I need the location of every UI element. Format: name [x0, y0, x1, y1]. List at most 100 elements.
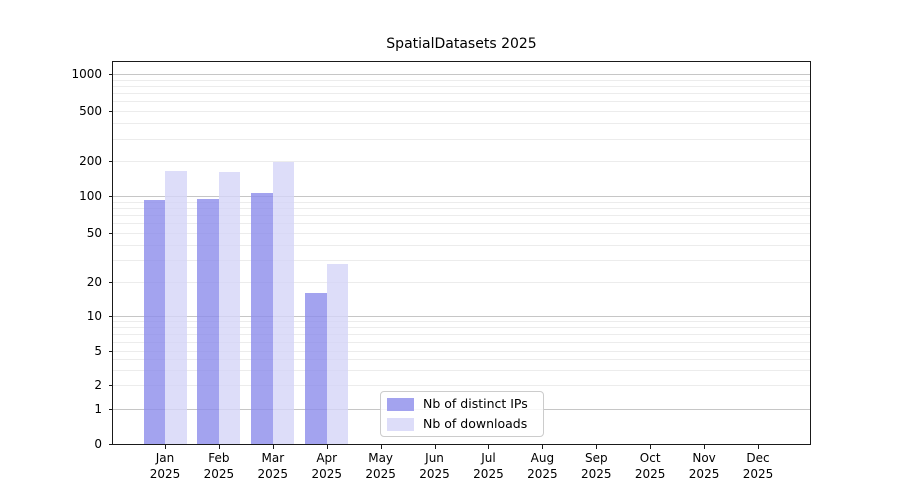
x-tick-label-line: Apr — [316, 451, 338, 465]
gridline-minor-700 — [113, 93, 810, 95]
gridline-minor-300 — [113, 138, 810, 140]
bar-downloads-feb-2025 — [218, 171, 241, 444]
bar-downloads-apr-2025 — [326, 263, 349, 444]
x-tick-label-line: 2025 — [742, 467, 774, 481]
x-tick-mark-jun-2025 — [434, 445, 436, 449]
y-tick-label-500: 500 — [79, 104, 102, 118]
y-tick-label-5: 5 — [94, 343, 102, 358]
y-tick-label-200: 200 — [79, 154, 102, 168]
gridline-minor-400 — [113, 123, 810, 125]
x-tick-mark-jan-2025 — [165, 445, 166, 449]
legend-item-downloads: Nb of downloads — [387, 417, 535, 431]
gridline-minor-40 — [113, 245, 810, 247]
x-tick-label-line: Feb — [208, 451, 230, 465]
x-tick-label-sep-2025: Sep 2025 — [564, 450, 628, 482]
gridline-minor-9 — [113, 321, 810, 323]
y-tick-mark-50 — [109, 233, 113, 235]
y-tick-mark-1 — [109, 408, 113, 410]
y-tick-mark-100 — [109, 196, 113, 197]
x-tick-label-line: Jun — [425, 451, 444, 465]
gridline-minor-3 — [113, 369, 810, 371]
bar-downloads-jan-2025 — [165, 170, 187, 444]
bar-ips-apr-2025 — [305, 292, 327, 444]
x-tick-label-line: 2025 — [311, 467, 342, 481]
chart-title: SpatialDatasets 2025 — [386, 36, 537, 52]
gridline-minor-30 — [113, 260, 810, 262]
gridline-minor-900 — [113, 79, 810, 81]
y-tick-mark-2 — [109, 384, 113, 386]
gridline-minor-200 — [113, 161, 810, 162]
x-tick-label-line: 2025 — [419, 467, 450, 481]
x-tick-label-line: 2025 — [688, 467, 720, 481]
x-tick-label-feb-2025: Feb 2025 — [187, 450, 251, 482]
gridline-minor-60 — [113, 223, 810, 225]
bar-downloads-mar-2025 — [272, 162, 295, 444]
bar-ips-feb-2025 — [197, 198, 219, 444]
x-tick-label-line: Dec — [746, 451, 770, 465]
y-tick-label-0: 0 — [94, 437, 102, 451]
gridline-major-100 — [113, 196, 810, 197]
x-tick-label-oct-2025: Oct 2025 — [618, 450, 682, 482]
gridline-minor-2 — [113, 384, 810, 386]
bar-ips-jan-2025 — [143, 199, 165, 444]
y-tick-mark-0 — [109, 444, 113, 445]
legend: Nb of distinct IPs Nb of downloads — [380, 391, 544, 437]
x-tick-mark-dec-2025 — [758, 445, 759, 449]
x-tick-label-jul-2025: Jul 2025 — [456, 450, 520, 482]
x-tick-label-line: Oct — [639, 451, 661, 465]
x-tick-label-line: 2025 — [365, 467, 396, 481]
x-tick-label-line: Sep — [584, 451, 608, 465]
gridline-minor-4 — [113, 358, 810, 360]
y-tick-label-1: 1 — [94, 401, 102, 416]
y-tick-mark-500 — [109, 111, 113, 112]
x-tick-label-nov-2025: Nov 2025 — [672, 450, 736, 482]
x-tick-label-line: 2025 — [149, 467, 181, 481]
gridline-minor-70 — [113, 215, 810, 217]
x-tick-label-mar-2025: Mar 2025 — [241, 450, 305, 482]
x-tick-label-line: 2025 — [257, 467, 289, 481]
gridline-minor-20 — [113, 281, 810, 283]
x-tick-mark-may-2025 — [380, 445, 382, 449]
x-tick-label-line: Mar — [261, 451, 285, 465]
x-tick-label-may-2025: May 2025 — [349, 450, 413, 482]
x-tick-mark-feb-2025 — [218, 445, 220, 449]
gridline-minor-6 — [113, 341, 810, 343]
x-tick-label-line: Nov — [692, 451, 716, 465]
x-tick-label-jun-2025: Jun 2025 — [403, 450, 467, 482]
x-tick-mark-oct-2025 — [650, 445, 652, 449]
x-tick-mark-nov-2025 — [704, 445, 706, 449]
gridline-minor-7 — [113, 333, 810, 335]
bar-ips-mar-2025 — [251, 193, 273, 444]
gridline-major-1000 — [113, 74, 810, 75]
legend-label-distinct-ips: Nb of distinct IPs — [423, 396, 528, 411]
x-tick-label-line: 2025 — [634, 467, 666, 481]
plot-area — [112, 61, 811, 445]
x-tick-label-line: Jan — [155, 451, 175, 465]
y-tick-label-2: 2 — [94, 377, 102, 392]
x-tick-label-apr-2025: Apr 2025 — [295, 450, 359, 482]
gridline-minor-800 — [113, 85, 810, 87]
y-tick-label-1000: 1000 — [71, 67, 102, 81]
x-tick-mark-sep-2025 — [596, 445, 598, 449]
gridline-minor-600 — [113, 101, 810, 103]
y-tick-label-10: 10 — [86, 309, 102, 323]
gridline-minor-500 — [113, 111, 810, 112]
y-tick-mark-200 — [109, 161, 113, 162]
gridline-major-10 — [113, 316, 810, 317]
x-tick-label-line: 2025 — [203, 467, 235, 481]
x-tick-label-line: 2025 — [580, 467, 612, 481]
gridline-minor-80 — [113, 208, 810, 209]
x-tick-mark-aug-2025 — [542, 445, 544, 449]
y-tick-mark-5 — [109, 350, 113, 352]
x-tick-label-line: May — [368, 451, 394, 465]
y-tick-mark-10 — [109, 316, 113, 317]
x-tick-label-aug-2025: Aug 2025 — [510, 450, 574, 482]
legend-item-distinct-ips: Nb of distinct IPs — [387, 397, 535, 411]
y-tick-label-20: 20 — [86, 274, 102, 289]
x-tick-mark-apr-2025 — [326, 445, 328, 449]
x-tick-label-jan-2025: Jan 2025 — [133, 450, 197, 482]
legend-swatch-distinct-ips — [387, 397, 414, 411]
gridline-minor-90 — [113, 201, 810, 203]
legend-label-downloads: Nb of downloads — [423, 416, 528, 431]
